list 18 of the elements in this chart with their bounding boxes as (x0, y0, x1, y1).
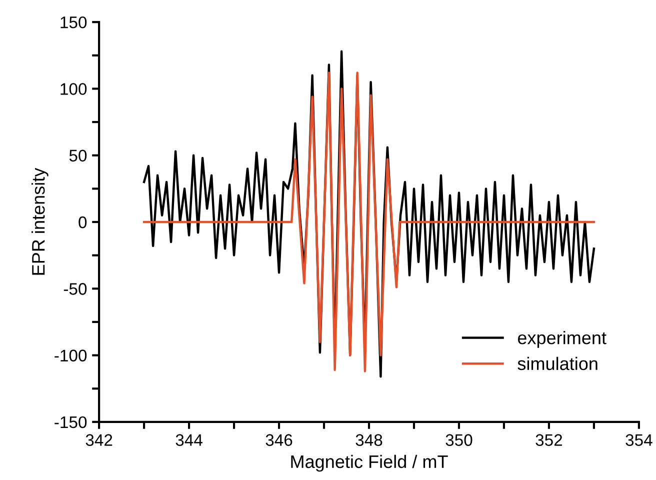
x-tick-label: 342 (86, 434, 112, 446)
y-tick-label: 150 (60, 16, 87, 28)
y-tick-label: -50 (64, 283, 87, 295)
x-tick-label: 344 (176, 434, 202, 446)
x-tick-label: 352 (536, 434, 562, 446)
y-tick-label: 0 (78, 216, 87, 228)
y-tick-label: -100 (54, 350, 87, 362)
y-tick-label: -150 (54, 416, 87, 428)
x-tick-label: 354 (626, 434, 652, 446)
x-axis-title: Magnetic Field / mT (291, 454, 448, 472)
x-tick-label: 350 (446, 434, 472, 446)
x-tick-label: 346 (266, 434, 292, 446)
x-tick-label: 348 (356, 434, 382, 446)
legend-label: simulation (518, 356, 598, 370)
y-tick-label: 100 (60, 83, 87, 95)
y-tick-label: 50 (69, 150, 87, 162)
y-axis-title: EPR intensity (32, 168, 48, 275)
legend-label: experiment (518, 330, 606, 348)
